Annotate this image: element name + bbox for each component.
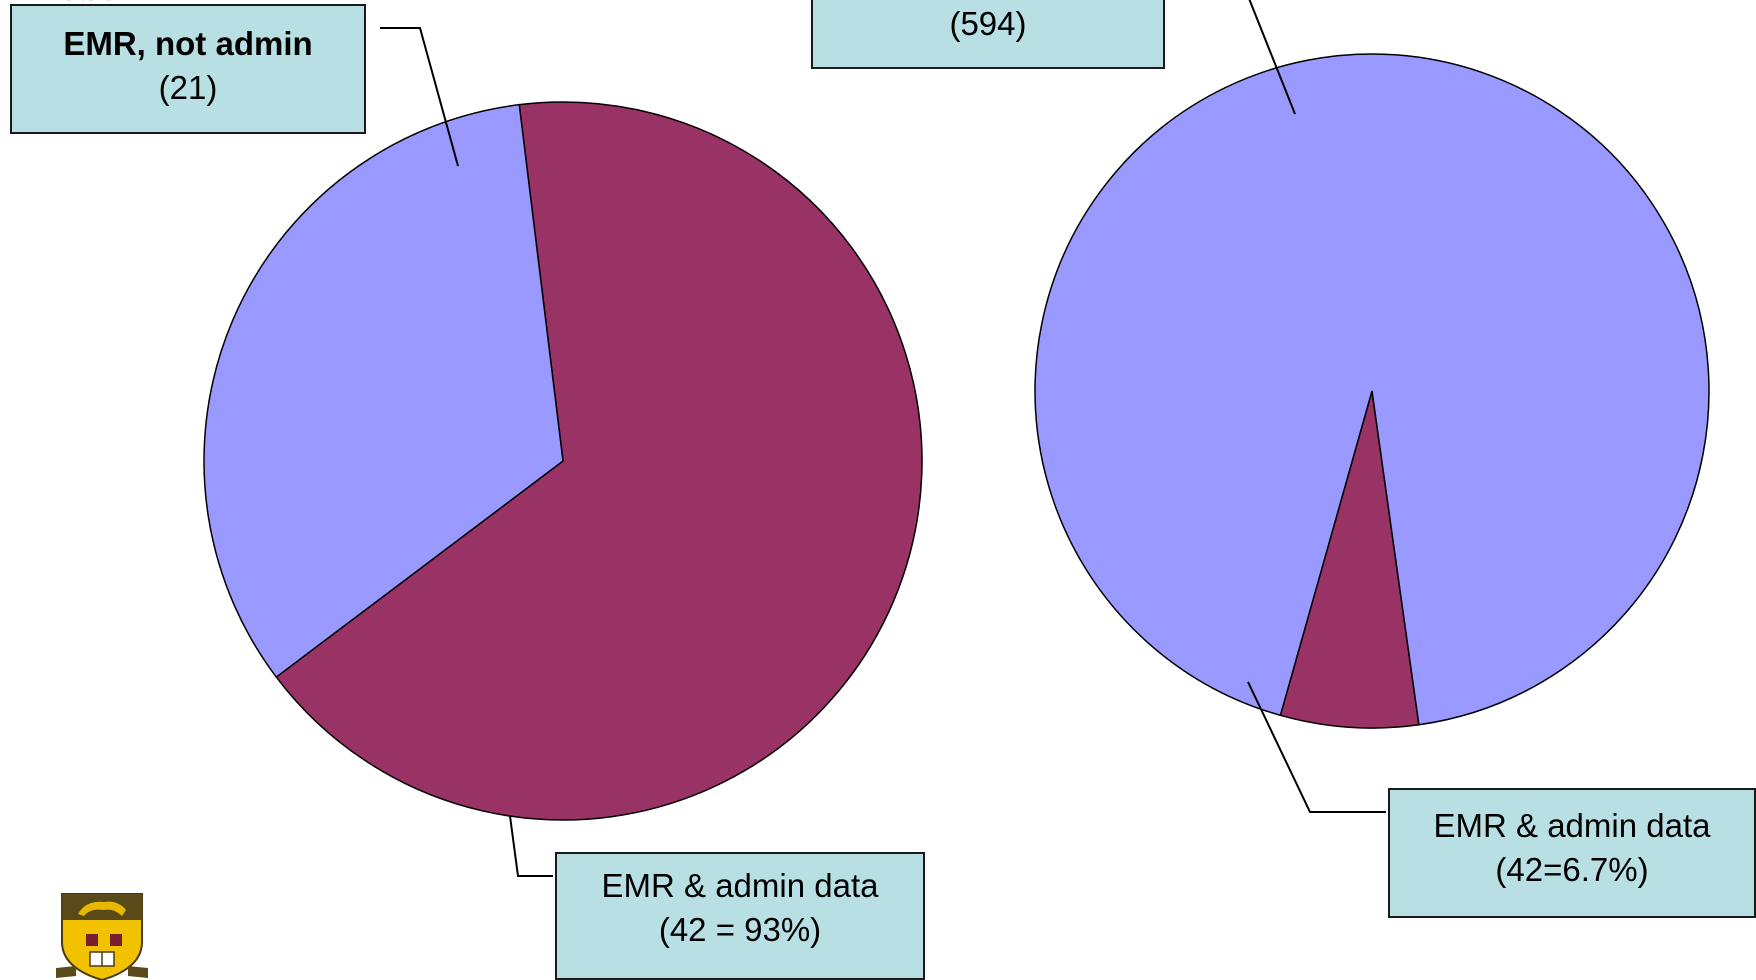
slice-label: EMR & admin data	[601, 867, 879, 904]
pie-chart-right	[1034, 53, 1710, 729]
label-emr-not-admin-left: EMR, not admin (21)	[10, 4, 366, 134]
label-emr-admin-left: EMR & admin data (42 = 93%)	[555, 852, 925, 980]
slice-label: EMR & admin data	[1433, 807, 1711, 844]
slice-label: EMR, not admin	[63, 25, 313, 62]
label-other-right: (594)	[811, 0, 1165, 69]
pie-chart-left	[203, 101, 923, 821]
label-emr-admin-right: EMR & admin data (42=6.7%)	[1388, 788, 1756, 918]
slice-detail: (42=6.7%)	[1495, 851, 1649, 888]
pie-slice-0	[1279, 390, 1420, 729]
slide-header-fragment: health	[42, 0, 130, 8]
slice-detail: (21)	[158, 69, 218, 106]
pie-slice-1	[1034, 53, 1710, 726]
slice-detail: (42 = 93%)	[658, 911, 822, 948]
leader-line-right-bottom	[1247, 681, 1386, 813]
leader-line-right-top	[1248, 0, 1296, 115]
university-crest-logo	[56, 893, 148, 980]
leader-line-left-bottom	[509, 815, 553, 877]
slice-detail: (594)	[949, 5, 1027, 42]
pie-slice-0	[275, 101, 923, 821]
leader-lines	[380, 0, 1386, 877]
pie-slice-1	[203, 103, 564, 679]
leader-line-left-top	[380, 27, 459, 167]
